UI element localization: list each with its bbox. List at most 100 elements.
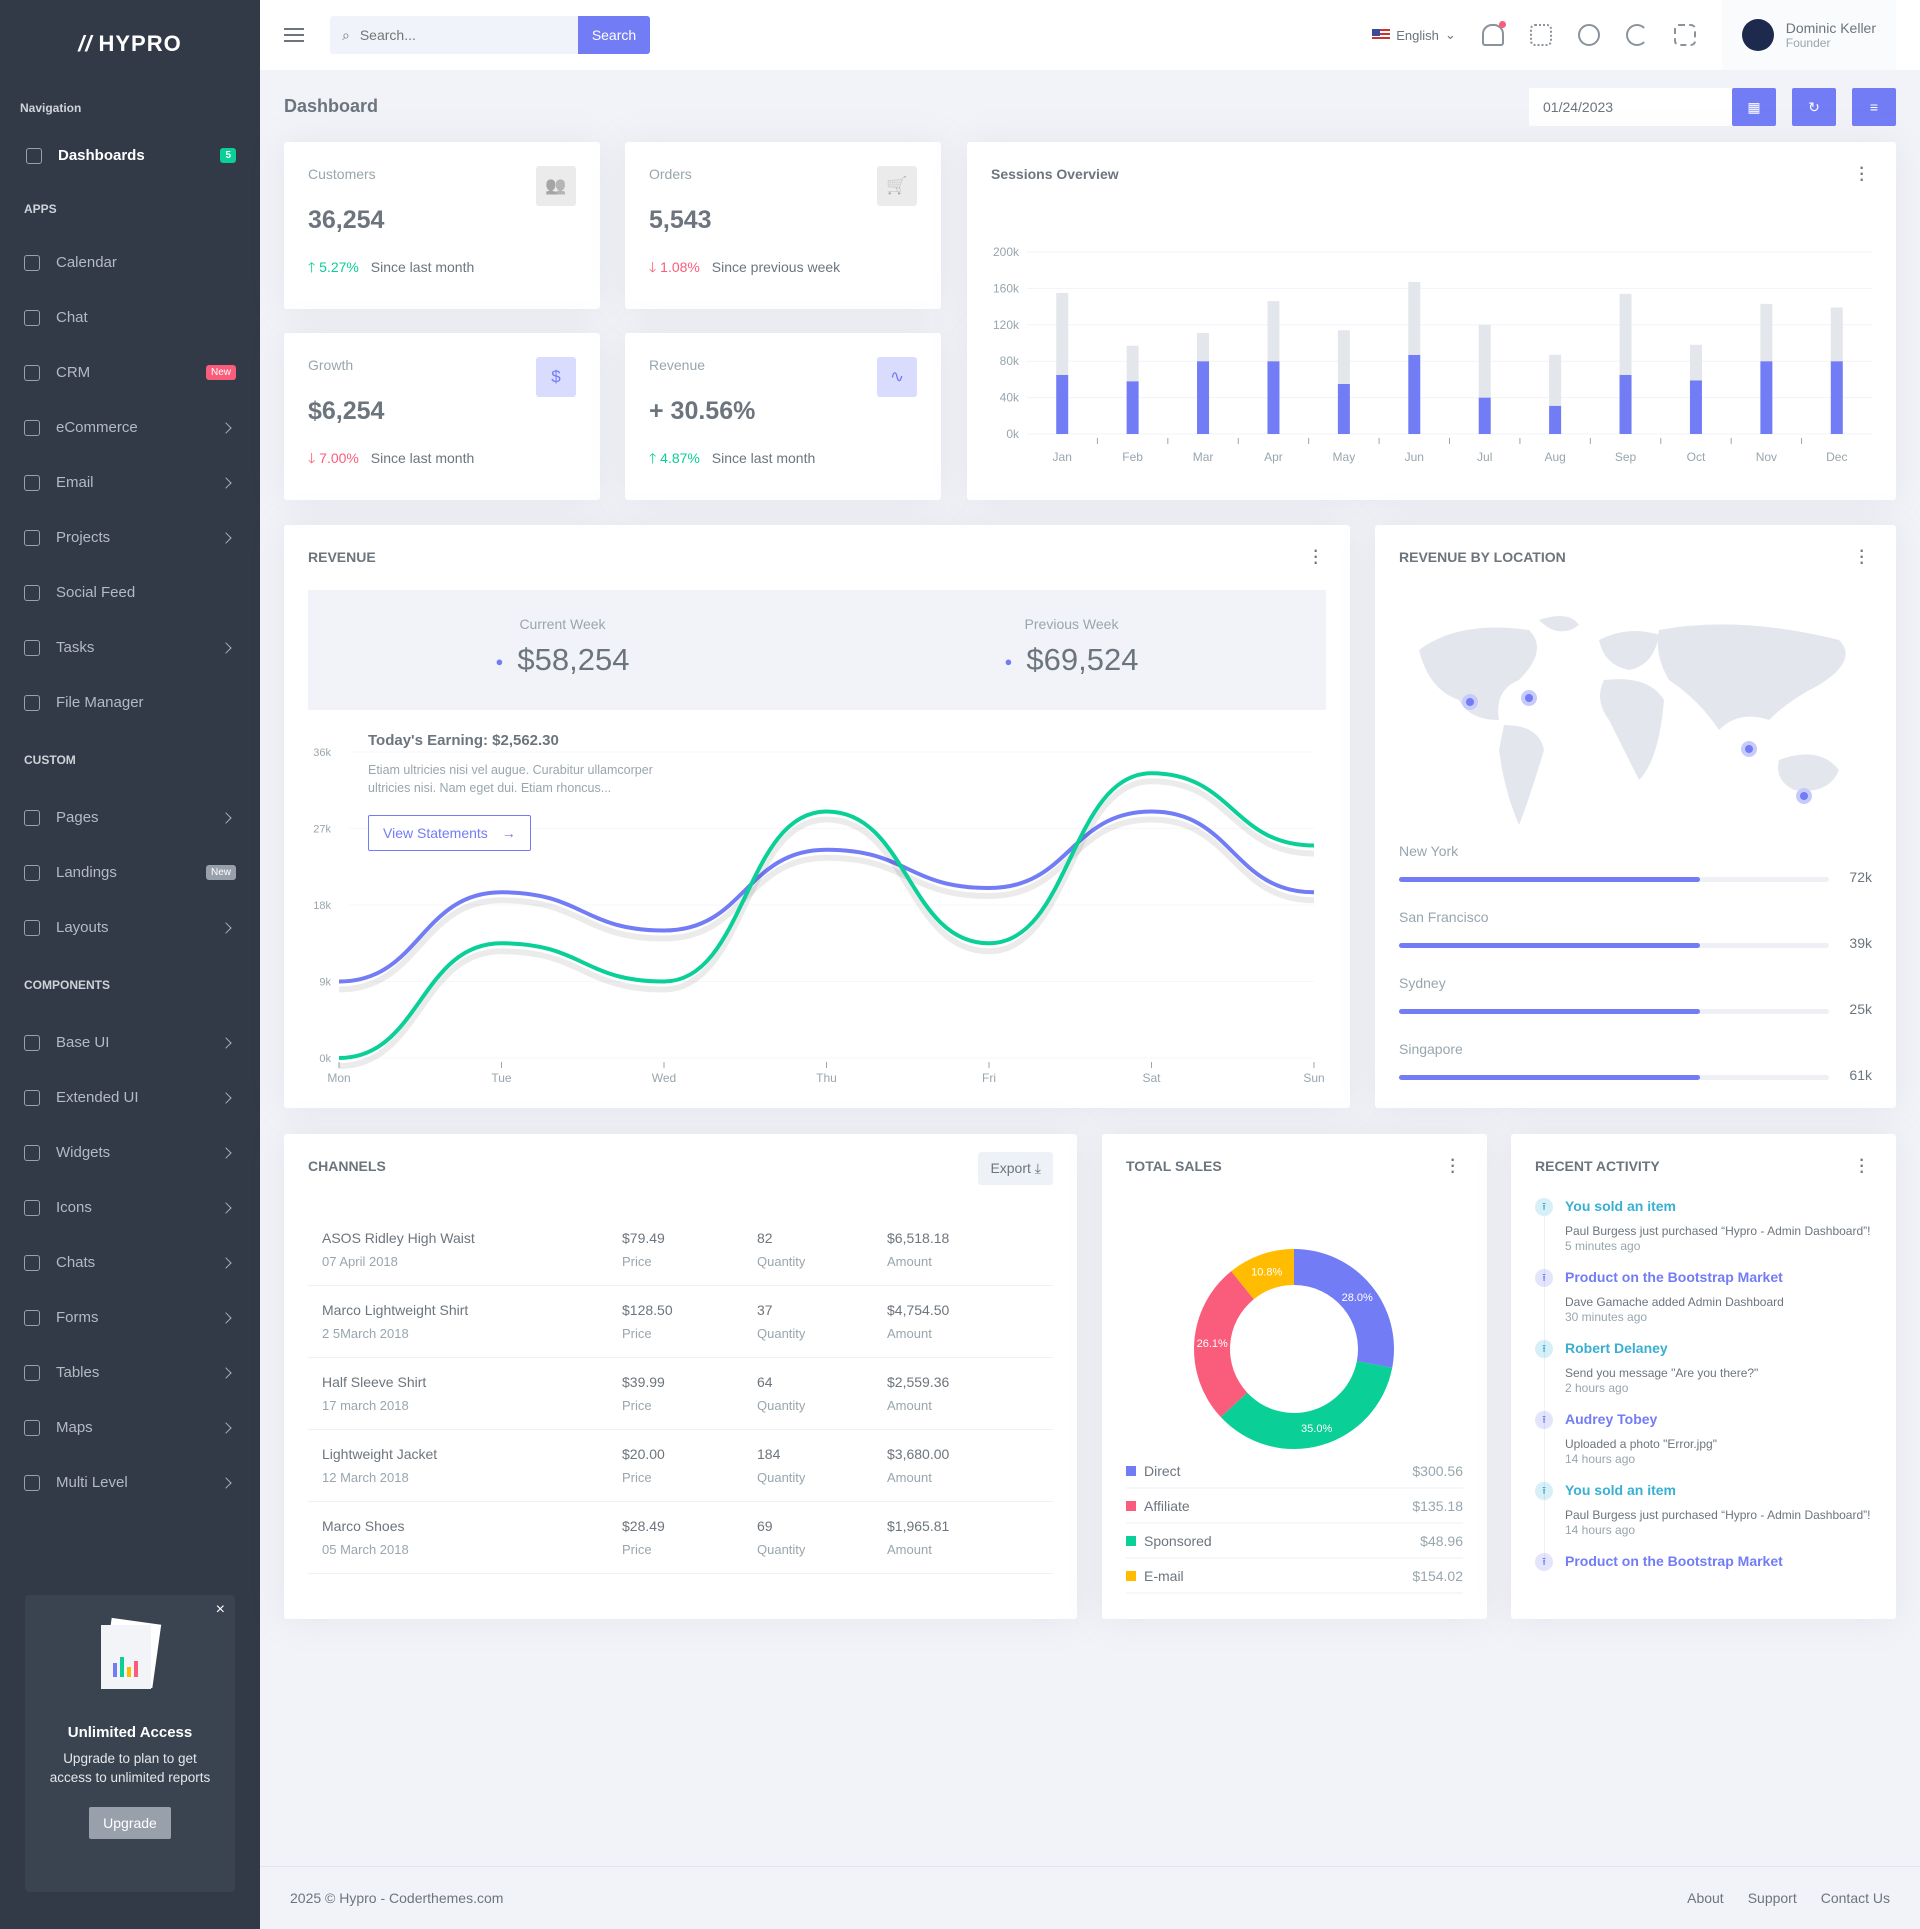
sidebar-item-landings[interactable]: Landings New bbox=[0, 845, 260, 900]
legend-swatch bbox=[1126, 1570, 1136, 1581]
bar-jul-s0 bbox=[1478, 397, 1491, 434]
sidebar-item-layouts[interactable]: Layouts bbox=[0, 900, 260, 955]
slice-label: 28.0% bbox=[1342, 1292, 1373, 1304]
new-badge: New bbox=[205, 865, 236, 880]
sidebar-item-extended-ui[interactable]: Extended UI bbox=[0, 1070, 260, 1125]
search-bar: ⌕ Search bbox=[330, 16, 650, 54]
y-tick-label: 160k bbox=[993, 281, 1020, 295]
report-illustration-icon bbox=[101, 1617, 162, 1689]
footer-link-support[interactable]: Support bbox=[1747, 1890, 1797, 1906]
footer: 2025 © Hypro - Coderthemes.com About Supp… bbox=[260, 1866, 1920, 1929]
promo-title: Unlimited Access bbox=[67, 1724, 193, 1741]
filter-button[interactable]: ≡ bbox=[1852, 88, 1896, 126]
y-tick-label: 9k bbox=[319, 977, 331, 989]
sidebar-item-tables[interactable]: Tables bbox=[0, 1345, 260, 1400]
x-tick-label: Fri bbox=[982, 1071, 996, 1085]
slice-affiliate bbox=[1194, 1271, 1254, 1418]
search-button[interactable]: Search bbox=[578, 16, 650, 54]
series-0-line bbox=[338, 809, 1315, 984]
more-options-icon[interactable]: · · · bbox=[1449, 1146, 1457, 1183]
chevron-right-icon bbox=[220, 1036, 232, 1049]
sidebar-item-icons[interactable]: Icons bbox=[0, 1180, 260, 1235]
moon-icon[interactable] bbox=[1625, 24, 1648, 46]
activity-item[interactable]: ⭱ Robert Delaney Send you message "Are you… bbox=[1535, 1340, 1872, 1395]
sidebar-item-forms[interactable]: Forms bbox=[0, 1290, 260, 1345]
slice-label: 35.0% bbox=[1301, 1423, 1332, 1435]
social-feed-icon bbox=[24, 584, 40, 601]
calendar-button[interactable]: ▦ bbox=[1732, 88, 1776, 126]
close-icon[interactable]: × bbox=[215, 1601, 225, 1618]
base-ui-icon bbox=[24, 1034, 40, 1051]
sessions-bar-chart: 0k 40k 80k 120k 160k 200k Jan Feb Mar Apr May Jun Ju… bbox=[993, 245, 1872, 464]
sidebar-item-maps[interactable]: Maps bbox=[0, 1400, 260, 1455]
activity-item[interactable]: ⭱ You sold an item Paul Burgess just purch… bbox=[1535, 1482, 1872, 1537]
sidebar-item-base-ui[interactable]: Base UI bbox=[0, 1015, 260, 1070]
us-flag-icon bbox=[1372, 29, 1391, 41]
x-tick-label: Jul bbox=[1477, 450, 1492, 464]
chevron-right-icon bbox=[220, 811, 232, 824]
logo[interactable]: //HYPRO bbox=[78, 31, 182, 56]
new-badge: New bbox=[205, 365, 236, 380]
more-options-icon[interactable]: · · · bbox=[1858, 537, 1866, 574]
x-tick-label: Dec bbox=[1826, 450, 1847, 464]
earning-description: Etiam ultricies nisi vel augue. Curabitu… bbox=[368, 763, 653, 795]
upgrade-promo: × Unlimited Access Upgrade to plan to ge… bbox=[25, 1595, 235, 1892]
bar-dec-s1 bbox=[1830, 307, 1843, 362]
sidebar-item-dashboards[interactable]: Dashboards 5 bbox=[0, 128, 260, 183]
world-map bbox=[1419, 616, 1846, 825]
activity-item[interactable]: ⭱ Product on the Bootstrap Market Dave Gam… bbox=[1535, 1269, 1872, 1324]
forms-icon bbox=[24, 1309, 40, 1326]
bar-sep-s0 bbox=[1619, 374, 1632, 434]
sidebar-item-chat[interactable]: Chat bbox=[0, 290, 260, 345]
activity-item[interactable]: ⭱ Audrey Tobey Uploaded a photo "Error.jpg… bbox=[1535, 1411, 1872, 1466]
refresh-button[interactable]: ↻ bbox=[1792, 88, 1836, 126]
avatar bbox=[1741, 19, 1774, 51]
sidebar-item-pages[interactable]: Pages bbox=[0, 790, 260, 845]
legend-item: E-mail $154.02 bbox=[1126, 1559, 1463, 1594]
card-title: TOTAL SALES bbox=[1126, 1158, 1222, 1174]
date-input[interactable]: 01/24/2023 bbox=[1529, 88, 1732, 126]
gear-icon[interactable] bbox=[1577, 24, 1600, 46]
more-options-icon[interactable]: · · · bbox=[1312, 537, 1320, 574]
footer-link-contact[interactable]: Contact Us bbox=[1820, 1890, 1890, 1906]
more-options-icon[interactable]: · · · bbox=[1858, 154, 1866, 191]
legend-swatch bbox=[1126, 1535, 1136, 1546]
sidebar-item-chats[interactable]: Chats bbox=[0, 1235, 260, 1290]
footer-link-about[interactable]: About bbox=[1687, 1890, 1724, 1906]
more-options-icon[interactable]: · · · bbox=[1858, 1146, 1866, 1183]
export-button[interactable]: Export ⤓ bbox=[978, 1152, 1053, 1185]
change-indicator: 🡓 7.00% bbox=[308, 450, 359, 466]
sidebar-item-social-feed[interactable]: Social Feed bbox=[0, 565, 260, 620]
search-input[interactable] bbox=[349, 16, 578, 54]
activity-item[interactable]: ⭱ Product on the Bootstrap Market bbox=[1535, 1553, 1872, 1571]
bar-jan-s0 bbox=[1056, 374, 1069, 434]
sidebar-item-file-manager[interactable]: File Manager bbox=[0, 675, 260, 730]
sidebar-item-projects[interactable]: Projects bbox=[0, 510, 260, 565]
bell-icon[interactable] bbox=[1481, 21, 1506, 46]
user-menu[interactable]: Dominic Keller Founder bbox=[1721, 0, 1896, 70]
location-item: New York 72k bbox=[1399, 843, 1872, 885]
sidebar-item-ecommerce[interactable]: eCommerce bbox=[0, 400, 260, 455]
y-tick-label: 18k bbox=[313, 900, 331, 912]
sidebar-item-calendar[interactable]: Calendar bbox=[0, 235, 260, 290]
sidebar-item-crm[interactable]: CRM New bbox=[0, 345, 260, 400]
sidebar-item-widgets[interactable]: Widgets bbox=[0, 1125, 260, 1180]
chats-icon bbox=[24, 1254, 40, 1271]
view-statements-button[interactable]: View Statements → bbox=[368, 815, 531, 851]
sidebar-item-tasks[interactable]: Tasks bbox=[0, 620, 260, 675]
sidebar-item-multi-level[interactable]: Multi Level bbox=[0, 1455, 260, 1510]
upgrade-button[interactable]: Upgrade bbox=[89, 1807, 171, 1839]
fullscreen-icon[interactable] bbox=[1673, 24, 1696, 46]
menu-icon[interactable] bbox=[284, 28, 304, 42]
activity-item[interactable]: ⭱ You sold an item Paul Burgess just purch… bbox=[1535, 1198, 1872, 1253]
sidebar-item-email[interactable]: Email bbox=[0, 455, 260, 510]
section-title: COMPONENTS bbox=[24, 978, 111, 992]
language-selector[interactable]: English ⌄ bbox=[1372, 27, 1456, 43]
widgets-icon bbox=[24, 1144, 40, 1161]
pulse-icon: ∿ bbox=[877, 357, 917, 397]
apps-grid-icon[interactable] bbox=[1529, 24, 1552, 46]
chevron-right-icon bbox=[220, 1146, 232, 1159]
dollar-icon: $ bbox=[536, 357, 576, 397]
bar-nov-s0 bbox=[1760, 361, 1773, 434]
